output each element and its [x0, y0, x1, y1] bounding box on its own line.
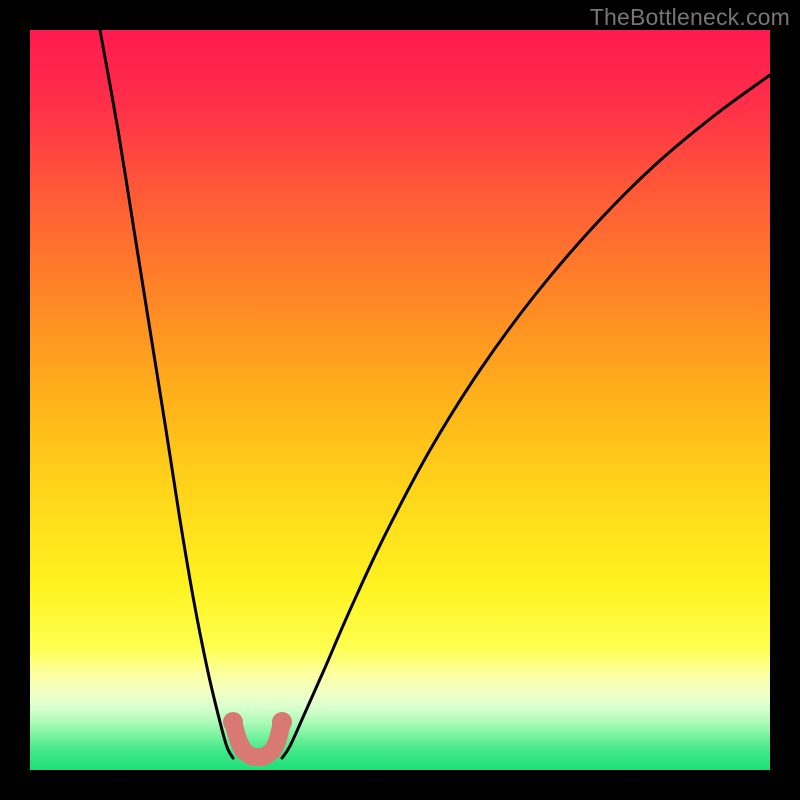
highlight-endpoint-right	[272, 712, 292, 732]
bottleneck-curve-chart	[30, 30, 770, 770]
gradient-background	[30, 30, 770, 770]
watermark-text: TheBottleneck.com	[590, 4, 790, 31]
highlight-endpoint-left	[223, 712, 243, 732]
plot-area	[30, 30, 770, 770]
chart-frame: TheBottleneck.com	[0, 0, 800, 800]
